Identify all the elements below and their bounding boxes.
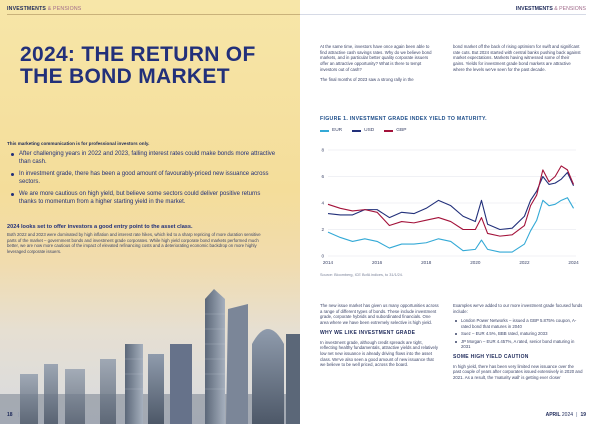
- running-head-left: INVESTMENTS & PENSIONS: [7, 6, 81, 12]
- key-point: We are more cautious on high yield, but …: [7, 190, 279, 206]
- paragraph: At the same time, investors have once ag…: [320, 44, 432, 72]
- page-number: 18: [7, 412, 13, 418]
- left-page: INVESTMENTS & PENSIONS 2024: THE RETURN …: [0, 0, 300, 424]
- subheading-investment-grade: WHY WE LIKE INVESTMENT GRADE: [320, 329, 416, 336]
- paragraph: bond market off the back of rising optim…: [453, 44, 581, 72]
- y-tick-label: 6: [321, 174, 324, 179]
- folio-mark: |: [17, 412, 19, 418]
- legend-label: GBP: [396, 128, 407, 133]
- x-tick-label: 2018: [421, 260, 432, 265]
- list-item: London Power Networks – issued a GBP 5.8…: [453, 318, 583, 329]
- list-item: Suez – EUR 4.5%, BBB rated, maturing 203…: [453, 331, 583, 337]
- series-line-eur: [327, 197, 575, 253]
- header-rule-right: [300, 14, 586, 15]
- legend-item-gbp: GBP: [384, 128, 406, 133]
- page-number: 19: [580, 412, 586, 418]
- series-line-usd: [327, 171, 575, 231]
- bond-examples-list: London Power Networks – issued a GBP 5.8…: [453, 318, 583, 350]
- y-tick-label: 4: [321, 201, 324, 206]
- y-tick-label: 8: [321, 148, 324, 153]
- legend-swatch: [384, 129, 394, 132]
- x-tick-label: 2020: [470, 260, 481, 265]
- x-tick-label: 2022: [519, 260, 530, 265]
- series-line-gbp: [327, 165, 575, 237]
- legend-swatch: [320, 129, 329, 132]
- folio-year: 2024: [561, 412, 574, 418]
- right-page: INVESTMENTS & PENSIONS At the same time,…: [300, 0, 600, 424]
- chart-legend: EUR USD GBP: [320, 128, 406, 133]
- paragraph: The final months of 2023 saw a strong ra…: [320, 76, 414, 82]
- legend-swatch: [352, 129, 362, 132]
- x-tick-label: 2016: [372, 260, 383, 265]
- city-skyline-image: [0, 289, 300, 424]
- paragraph: In high yield, there has been very limit…: [453, 363, 583, 381]
- paragraph: The new issue market has given us many o…: [320, 303, 439, 326]
- running-head-section: INVESTMENTS: [515, 6, 553, 12]
- key-point: After challenging years in 2022 and 2023…: [7, 150, 279, 166]
- running-head-sub: & PENSIONS: [47, 6, 82, 12]
- x-tick-label: 2014: [323, 260, 334, 265]
- legend-item-eur: EUR: [320, 128, 342, 133]
- y-tick-label: 2: [321, 227, 324, 232]
- x-tick-label: 2024: [568, 260, 579, 265]
- subheading-high-yield: SOME HIGH YIELD CAUTION: [453, 353, 529, 360]
- running-head-sub: & PENSIONS: [554, 6, 586, 12]
- legend-label: USD: [364, 128, 375, 133]
- folio-month: APRIL: [545, 412, 561, 418]
- legend-label: EUR: [332, 128, 343, 133]
- paragraph: Examples we've added to our more investm…: [453, 303, 583, 314]
- text-column-2: bond market off the back of rising optim…: [453, 44, 581, 77]
- page-number-left: 18 |: [7, 412, 19, 418]
- figure-title: FIGURE 1. INVESTMENT GRADE INDEX YIELD T…: [320, 116, 487, 122]
- page-title: 2024: THE RETURN OF THE BOND MARKET: [20, 43, 256, 88]
- disclaimer: This marketing communication is for prof…: [7, 141, 150, 146]
- y-tick-label: 0: [321, 254, 324, 259]
- page-number-right: APRIL 2024 | 19: [546, 412, 586, 418]
- key-points-list: After challenging years in 2022 and 2023…: [7, 150, 279, 210]
- header-rule-left: [7, 14, 300, 15]
- text-column-3: The new issue market has given us many o…: [320, 303, 440, 372]
- running-head-section: INVESTMENTS: [7, 6, 47, 12]
- lead-paragraph: 2024 looks set to offer investors a good…: [7, 224, 193, 230]
- yield-line-chart: 0 2 4 6 8 2014 2016 2018 2020 2022 2024: [321, 148, 579, 265]
- chart-source: Source: Bloomberg, ICE BofA indices, to …: [320, 273, 403, 277]
- body-text-left: Both 2022 and 2023 were dominated by hig…: [7, 232, 261, 255]
- key-point: In investment grade, there has been a go…: [7, 170, 279, 186]
- paragraph: In investment grade, although credit spr…: [320, 339, 438, 368]
- text-column-1: At the same time, investors have once ag…: [320, 44, 435, 86]
- folio-separator: |: [576, 412, 578, 418]
- list-item: JP Morgan – EUR 4.457%, A rated, senior …: [453, 339, 583, 350]
- legend-item-usd: USD: [352, 128, 374, 133]
- running-head-right: INVESTMENTS & PENSIONS: [516, 6, 586, 12]
- text-column-4: Examples we've added to our more investm…: [453, 303, 583, 385]
